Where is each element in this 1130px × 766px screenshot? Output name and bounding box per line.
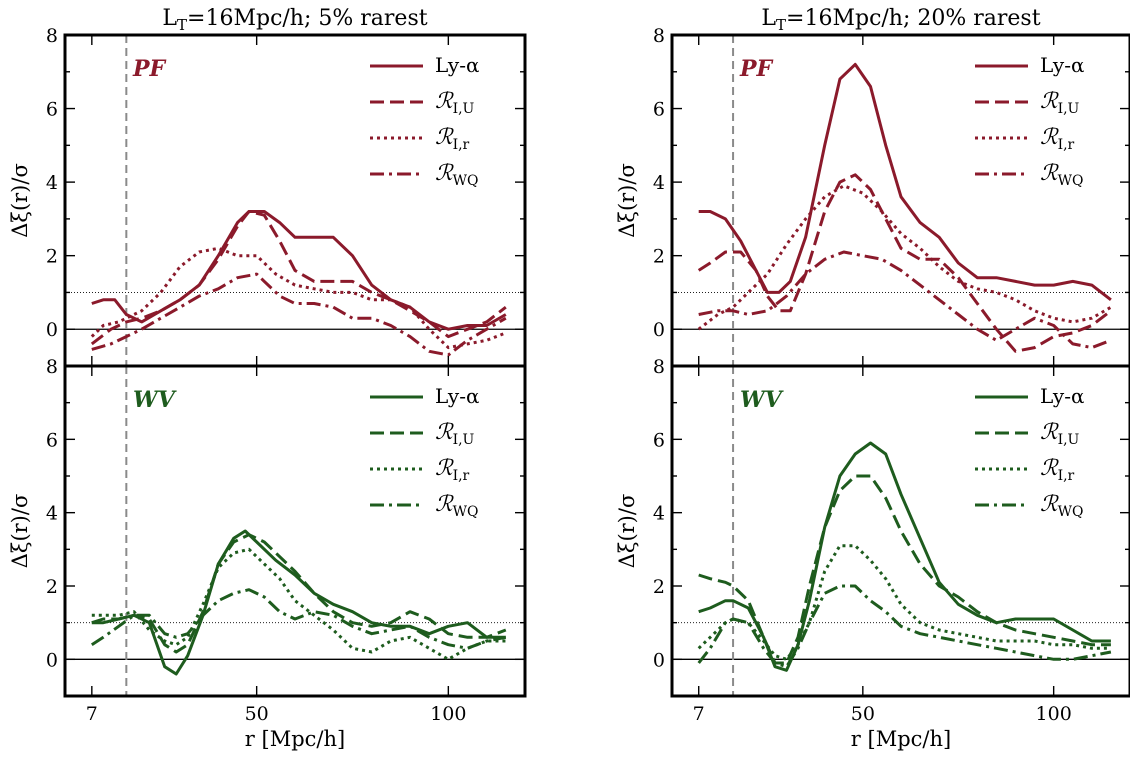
legend-label: ℛWQ: [1040, 492, 1083, 520]
y-tick-label: 6: [46, 99, 58, 121]
y-tick-label: 0: [46, 649, 58, 671]
y-axis-label: Δξ(r)/σ: [8, 494, 32, 569]
legend-label: ℛI,r: [1040, 125, 1075, 153]
axes-frame: [670, 33, 1130, 368]
y-tick-label: 8: [653, 356, 665, 378]
legend-label: Ly-α: [435, 384, 480, 408]
panel-title: LT=16Mpc/h; 20% rarest: [761, 6, 1040, 34]
series-line-2: [697, 173, 1112, 353]
y-tick-label: 6: [46, 429, 58, 451]
legend-label: ℛWQ: [435, 492, 478, 520]
x-tick-label: 50: [851, 703, 875, 725]
x-axis-label: r [Mpc/h]: [851, 727, 951, 751]
axes-frame: [63, 364, 527, 698]
axes-frame: [670, 364, 1130, 698]
x-tick-label: 7: [693, 703, 705, 725]
x-axis-label: r [Mpc/h]: [245, 727, 345, 751]
y-tick-label: 0: [653, 649, 665, 671]
series-line-1: [698, 62, 1112, 301]
x-tick-label: 50: [245, 703, 269, 725]
y-tick-label: 0: [46, 319, 58, 341]
y-tick-label: 4: [46, 503, 58, 525]
series-line-4: [90, 588, 507, 650]
series-line-2: [91, 533, 507, 654]
y-tick-label: 2: [46, 246, 58, 268]
panel-1: 0 2 4 6 8 LT=16Mpc/h; 5% rarest Δξ(r)/σ PF Ly-α ℛ…: [8, 6, 527, 368]
y-tick-label: 4: [653, 172, 665, 194]
panel-label: PF: [739, 56, 774, 82]
y-tick-label: 6: [653, 429, 665, 451]
legend-label: ℛI,r: [435, 456, 470, 484]
y-axis-label: Δξ(r)/σ: [8, 163, 32, 238]
series-line-2: [698, 474, 1111, 665]
legend-label: ℛI,U: [1040, 89, 1080, 117]
panel-label: PF: [132, 56, 167, 82]
y-tick-label: 2: [46, 576, 58, 598]
series-line-4: [91, 272, 507, 357]
y-tick-label: 4: [653, 503, 665, 525]
series-line-3: [90, 246, 507, 350]
panel-title: LT=16Mpc/h; 5% rarest: [162, 6, 427, 34]
axes-frame: [63, 33, 527, 368]
panel-4: 0 2 4 6 8 7 50 100 Δξ(r)/σ r [Mpc/h] WV Ly-α ℛI,U ℛI,…: [615, 356, 1130, 751]
y-tick-label: 8: [46, 25, 58, 47]
series-line-4: [697, 584, 1112, 669]
panel-3: 0 2 4 6 8 7 50 100 Δξ(r)/σ r [Mpc/h] WV Ly-α ℛI,U ℛI,…: [8, 356, 527, 751]
x-tick-label: 100: [1036, 703, 1072, 725]
y-tick-label: 4: [46, 172, 58, 194]
panel-2: 0 2 4 6 8 LT=16Mpc/h; 20% rarest Δξ(r)/σ PF Ly-α…: [615, 6, 1130, 368]
y-axis-label: Δξ(r)/σ: [615, 163, 639, 238]
y-tick-label: 2: [653, 246, 665, 268]
y-tick-label: 8: [46, 356, 58, 378]
y-tick-label: 6: [653, 99, 665, 121]
x-tick-label: 7: [86, 703, 98, 725]
x-tick-label: 100: [430, 703, 466, 725]
legend-label: ℛI,U: [435, 89, 475, 117]
legend-label: ℛI,U: [1040, 420, 1080, 448]
legend-label: ℛI,r: [1040, 456, 1075, 484]
y-axis-label: Δξ(r)/σ: [615, 494, 639, 569]
panel-label: WV: [740, 387, 784, 413]
series-line-1: [91, 210, 507, 331]
series-line-4: [698, 250, 1112, 350]
series-line-2: [90, 210, 507, 346]
y-tick-label: 0: [653, 319, 665, 341]
legend-label: ℛWQ: [1040, 161, 1083, 189]
legend-label: ℛI,U: [435, 420, 475, 448]
series-line-1: [698, 441, 1111, 672]
y-tick-label: 2: [653, 576, 665, 598]
legend-label: Ly-α: [435, 53, 480, 77]
series-line-1: [91, 529, 506, 676]
legend-label: ℛI,r: [435, 125, 470, 153]
y-tick-label: 8: [653, 25, 665, 47]
series-line-3: [697, 184, 1112, 331]
legend-label: Ly-α: [1040, 53, 1085, 77]
legend-label: Ly-α: [1040, 384, 1085, 408]
legend-label: ℛWQ: [435, 161, 478, 189]
panel-label: WV: [133, 387, 177, 413]
series-line-3: [697, 544, 1111, 661]
